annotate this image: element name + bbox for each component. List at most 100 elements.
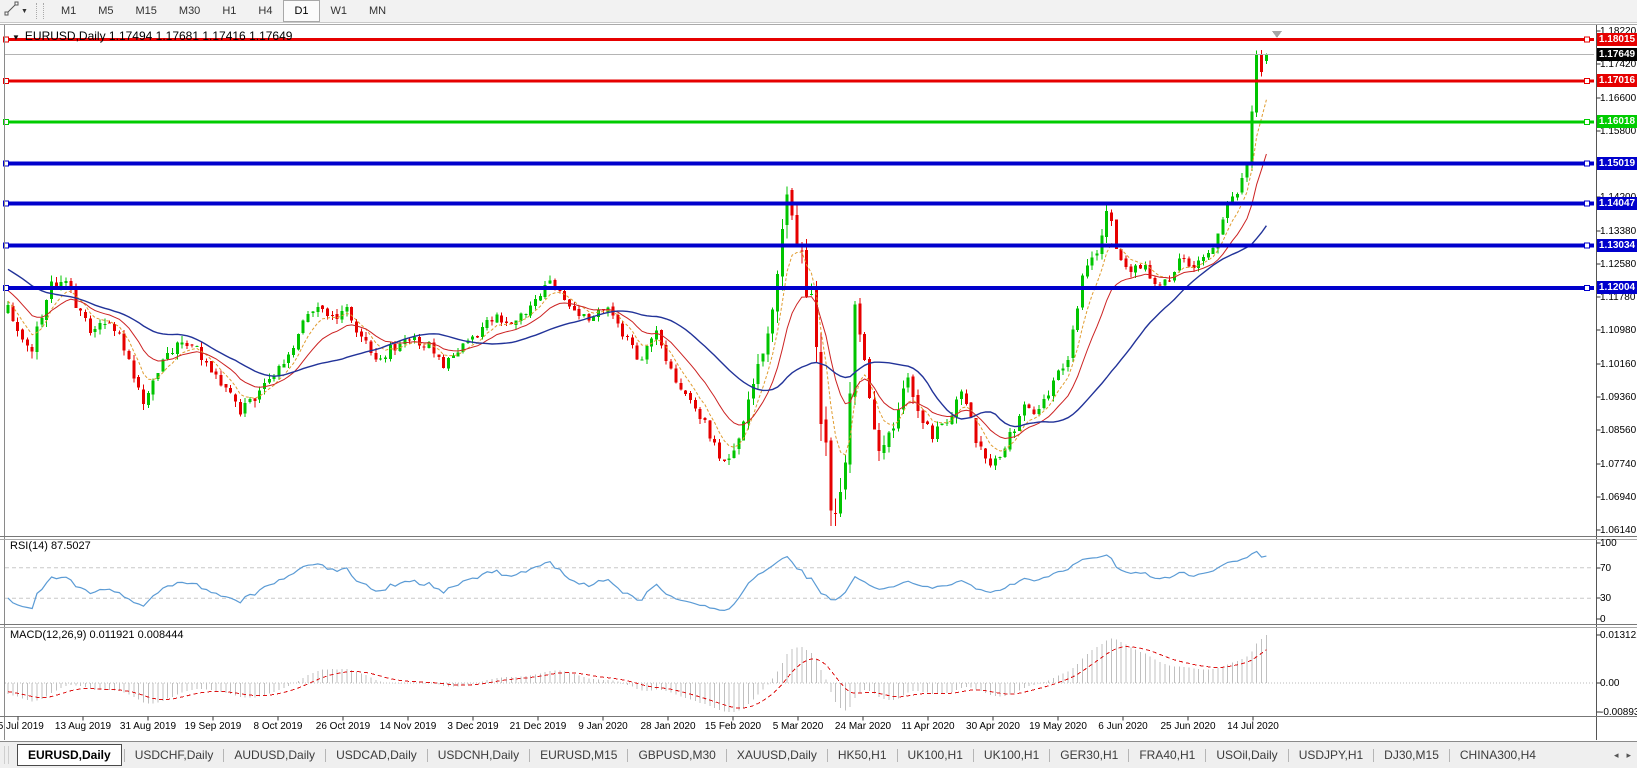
timeframe-buttons: M1 M5 M15 M30 H1 H4 D1 W1 MN bbox=[50, 0, 397, 22]
tab-scroll-right-icon[interactable]: ▸ bbox=[1626, 749, 1631, 760]
tab-separator bbox=[426, 748, 428, 762]
timeframe-button-m1[interactable]: M1 bbox=[60, 5, 77, 17]
tab-scroll-arrows: ◂ ▸ bbox=[1614, 742, 1631, 768]
chart-tab-uk100-h1[interactable]: UK100,H1 bbox=[907, 748, 963, 762]
dropdown-arrow-icon[interactable]: ▼ bbox=[21, 7, 28, 15]
chart-tab-dj30-m15[interactable]: DJ30,M15 bbox=[1384, 748, 1439, 762]
tab-separator bbox=[1448, 748, 1450, 762]
timeframe-button-h4[interactable]: H4 bbox=[258, 5, 273, 17]
candles bbox=[6, 49, 1268, 527]
chart-tab-hk50-h1[interactable]: HK50,H1 bbox=[837, 748, 887, 762]
timeframe-button-m5[interactable]: M5 bbox=[98, 5, 114, 17]
chart-dropdown-icon[interactable]: ▼ bbox=[12, 33, 20, 42]
date-tick-label: 15 Feb 2020 bbox=[704, 721, 762, 732]
date-tick-label: 31 Aug 2019 bbox=[119, 721, 177, 732]
tab-separator bbox=[1287, 748, 1289, 762]
hline-price-label[interactable]: 1.18015 bbox=[1597, 32, 1637, 46]
price-tick-label: 1.11780 bbox=[1600, 292, 1636, 304]
timeframe-button-w1[interactable]: W1 bbox=[330, 5, 348, 17]
toolbar: ▼ M1 M5 M15 M30 H1 H4 D1 W1 MN bbox=[0, 0, 1637, 23]
line-tool-button[interactable]: ▼ bbox=[0, 0, 32, 22]
price-tick-label: 1.12580 bbox=[1600, 259, 1637, 271]
price-tick-label: 1.16600 bbox=[1600, 92, 1637, 104]
macd-label: MACD(12,26,9) 0.011921 0.008444 bbox=[10, 629, 184, 641]
price-tick-label: 1.06940 bbox=[1600, 492, 1637, 504]
macd-axis-label: 0.00 bbox=[1600, 678, 1620, 689]
rsi-label: RSI(14) 87.5027 bbox=[10, 540, 91, 552]
price-tick-label: 1.07740 bbox=[1600, 459, 1637, 471]
horizontal-level-lines[interactable] bbox=[3, 36, 1595, 291]
tab-separator bbox=[1049, 748, 1051, 762]
chart-tab-usdcnh-daily[interactable]: USDCNH,Daily bbox=[437, 748, 520, 762]
chart-tab-bar: EURUSD,Daily USDCHF,Daily AUDUSD,Daily USDC… bbox=[0, 741, 1637, 768]
timeframe-button-d1[interactable]: D1 bbox=[283, 0, 320, 22]
chart-title-text: EURUSD,Daily 1.17494 1.17681 1.17416 1.1… bbox=[24, 29, 293, 43]
price-tick-label: 1.10980 bbox=[1600, 325, 1637, 337]
ma-lines bbox=[7, 99, 1267, 456]
chart-tab-usoil-daily[interactable]: USOil,Daily bbox=[1216, 748, 1278, 762]
date-tick-label: 30 Apr 2020 bbox=[966, 721, 1020, 732]
current-price-label: 1.17649 bbox=[1597, 48, 1637, 62]
date-tick-label: 25 Jul 2019 bbox=[0, 721, 44, 732]
tab-separator bbox=[529, 748, 531, 762]
chart-title: ▼ EURUSD,Daily 1.17494 1.17681 1.17416 1.… bbox=[12, 29, 292, 43]
rsi-axis-label: 70 bbox=[1600, 562, 1612, 574]
timeframe-button-m15[interactable]: M15 bbox=[135, 5, 157, 17]
chart-tab-usdjpy-h1[interactable]: USDJPY,H1 bbox=[1298, 748, 1364, 762]
date-tick-label: 28 Jan 2020 bbox=[640, 721, 696, 732]
rsi-plot bbox=[5, 550, 1594, 612]
panel-borders bbox=[0, 24, 1637, 740]
ma-line-fast bbox=[7, 99, 1267, 456]
hline-price-label[interactable]: 1.17016 bbox=[1597, 74, 1637, 88]
chart-tab-gbpusd-m30[interactable]: GBPUSD,M30 bbox=[638, 748, 716, 762]
chart-tab-eurusd-m15[interactable]: EURUSD,M15 bbox=[540, 748, 618, 762]
hline-price-label[interactable]: 1.15019 bbox=[1597, 156, 1637, 170]
macd-axis-label: -0.00893 bbox=[1600, 707, 1637, 718]
tab-scroll-left-icon[interactable]: ◂ bbox=[1613, 749, 1619, 760]
rsi-axis-label: 0 bbox=[1600, 614, 1606, 625]
chart-tab-ger30-h1[interactable]: GER30,H1 bbox=[1060, 748, 1119, 762]
date-tick-label: 24 Mar 2020 bbox=[834, 721, 892, 732]
price-tick-label: 1.10160 bbox=[1600, 359, 1637, 371]
chart-tab-usdchf-daily[interactable]: USDCHF,Daily bbox=[134, 748, 214, 762]
hline-price-label[interactable]: 1.12004 bbox=[1597, 281, 1637, 295]
macd-histogram bbox=[7, 635, 1267, 713]
chart-tab-fra40-h1[interactable]: FRA40,H1 bbox=[1139, 748, 1196, 762]
tabbar-grip bbox=[4, 746, 9, 764]
chart-tab-xauusd-daily[interactable]: XAUUSD,Daily bbox=[736, 748, 817, 762]
date-tick-label: 21 Dec 2019 bbox=[509, 721, 567, 732]
price-tick-label: 1.09360 bbox=[1600, 392, 1637, 404]
hline-price-label[interactable]: 1.14047 bbox=[1597, 196, 1637, 210]
timeframe-button-h1[interactable]: H1 bbox=[222, 5, 237, 17]
date-tick-label: 5 Mar 2020 bbox=[772, 721, 824, 732]
tab-separator bbox=[826, 748, 828, 762]
hline-price-label[interactable]: 1.16018 bbox=[1597, 115, 1637, 129]
hline-price-label[interactable]: 1.13034 bbox=[1597, 238, 1637, 252]
chart-shift-marker-icon[interactable] bbox=[1272, 31, 1282, 38]
tab-separator bbox=[627, 748, 629, 762]
date-tick-label: 9 Jan 2020 bbox=[578, 721, 628, 732]
date-tick-label: 25 Jun 2020 bbox=[1160, 721, 1216, 732]
tab-separator bbox=[1373, 748, 1375, 762]
date-tick-label: 14 Jul 2020 bbox=[1227, 721, 1279, 732]
date-tick-label: 26 Oct 2019 bbox=[315, 721, 371, 732]
tab-separator bbox=[972, 748, 974, 762]
tab-separator bbox=[896, 748, 898, 762]
chart-tab-audusd-daily[interactable]: AUDUSD,Daily bbox=[234, 748, 316, 762]
chart-tab-china300-h4[interactable]: CHINA300,H4 bbox=[1459, 748, 1536, 762]
price-tick-label: 1.06140 bbox=[1600, 525, 1637, 537]
chart-tab-uk100-h1[interactable]: UK100,H1 bbox=[983, 748, 1040, 762]
date-tick-label: 6 Jun 2020 bbox=[1098, 721, 1148, 732]
tab-separator bbox=[1128, 748, 1130, 762]
timeframe-button-m30[interactable]: M30 bbox=[178, 5, 201, 17]
chart-tab-eurusd-daily[interactable]: EURUSD,Daily bbox=[17, 744, 122, 766]
price-tick-label: 1.18220 bbox=[1600, 26, 1637, 37]
price-tick-label: 1.17420 bbox=[1600, 59, 1637, 71]
rsi-axis-label: 30 bbox=[1600, 593, 1612, 605]
tab-separator bbox=[1205, 748, 1207, 762]
line-tool-icon bbox=[4, 1, 19, 21]
timeframe-button-mn[interactable]: MN bbox=[369, 5, 387, 17]
chart-tab-usdcad-daily[interactable]: USDCAD,Daily bbox=[336, 748, 417, 762]
tab-separator bbox=[325, 748, 327, 762]
